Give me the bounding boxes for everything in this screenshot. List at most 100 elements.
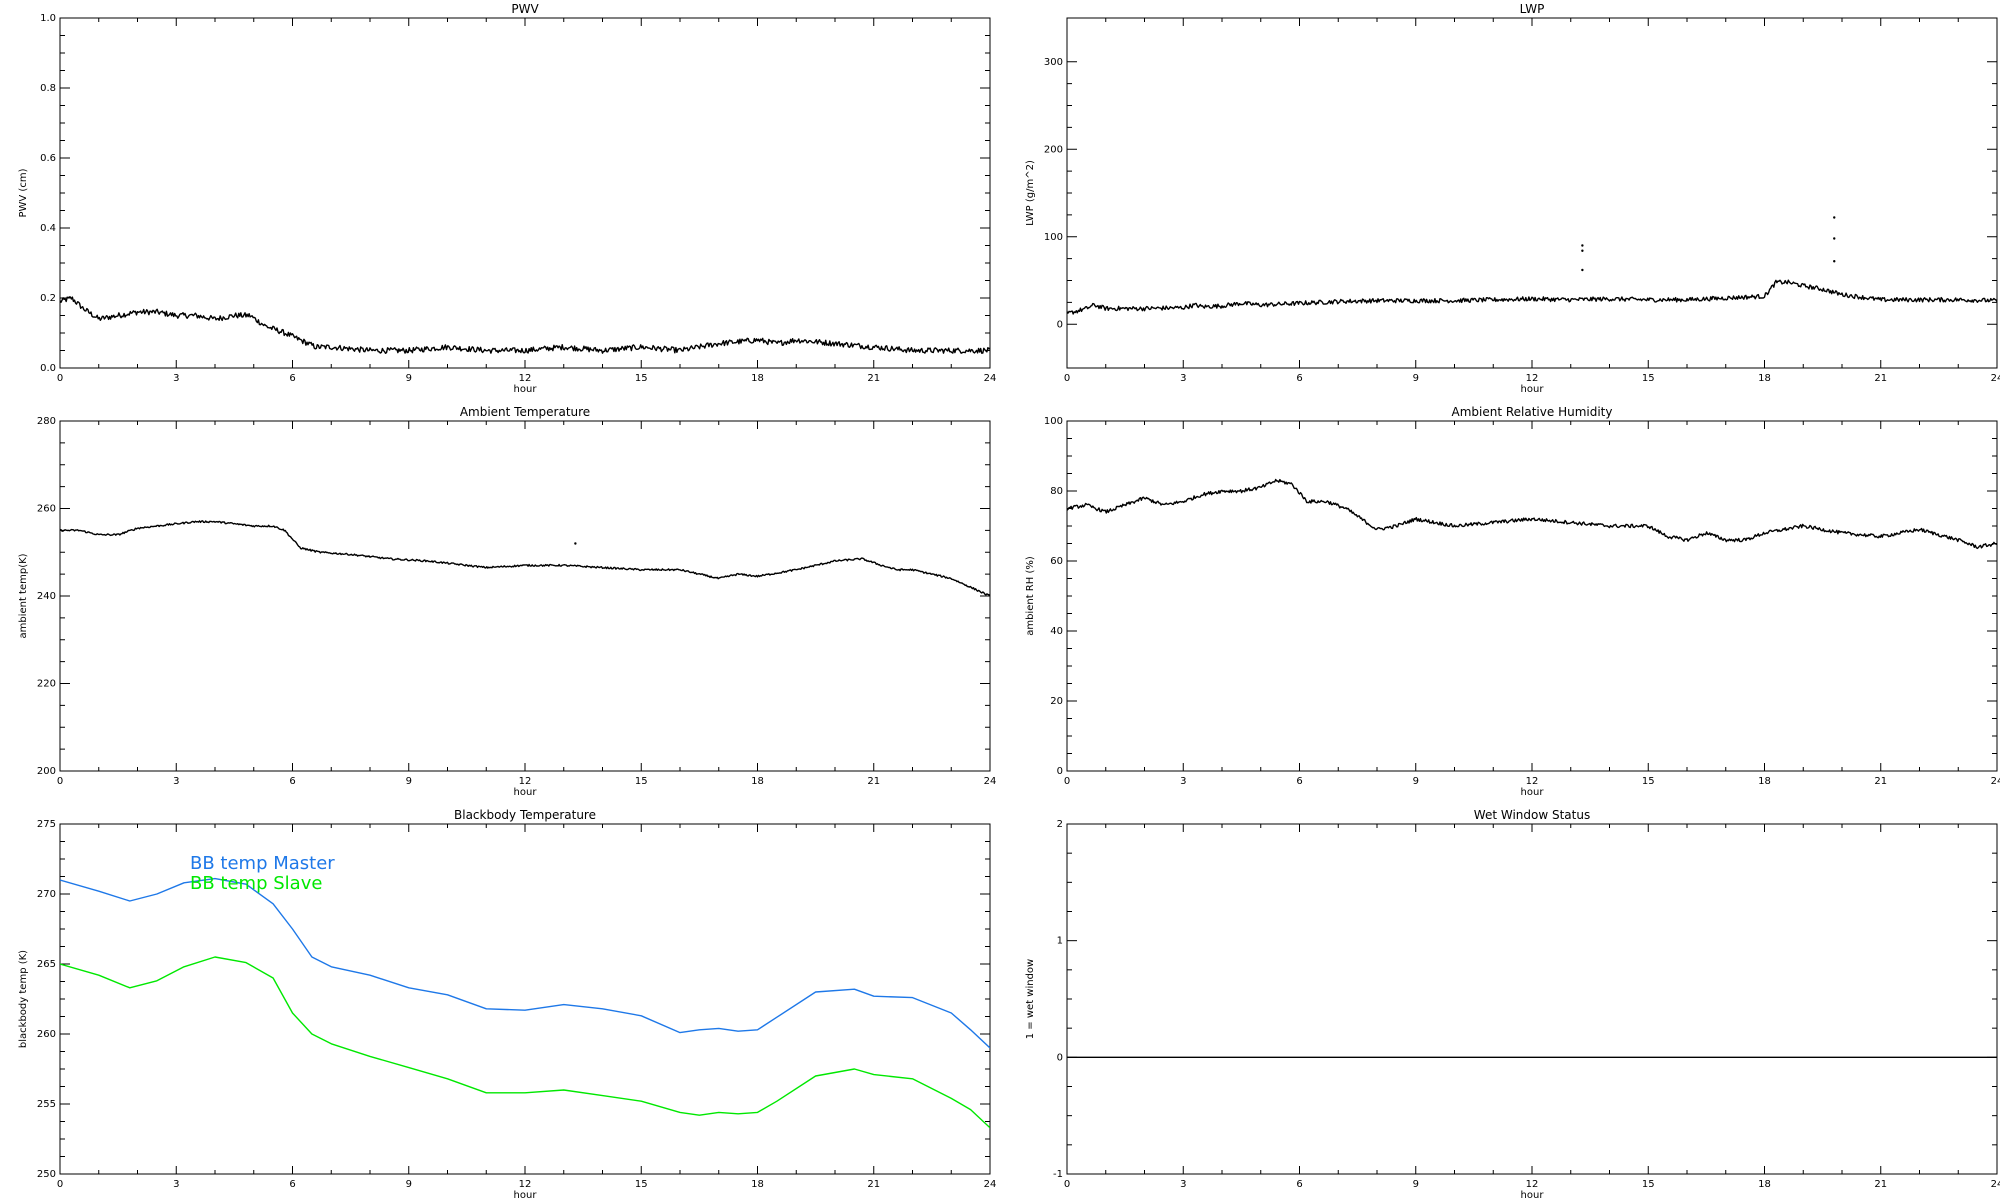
x-tick-label: 18 bbox=[751, 373, 764, 384]
x-axis-label: hour bbox=[514, 384, 538, 395]
y-tick-label: 255 bbox=[37, 1099, 56, 1110]
y-tick-label: 300 bbox=[1044, 57, 1063, 68]
y-tick-label: 280 bbox=[37, 416, 56, 427]
x-axis-label: hour bbox=[1521, 787, 1545, 798]
series-line bbox=[60, 296, 990, 354]
x-tick-label: 12 bbox=[519, 373, 532, 384]
outlier-point bbox=[1833, 260, 1836, 263]
y-tick-label: -1 bbox=[1053, 1169, 1063, 1180]
legend-entry: BB temp Slave bbox=[190, 873, 322, 894]
chart-title: PWV bbox=[511, 2, 539, 16]
y-tick-label: 0.0 bbox=[40, 363, 56, 374]
chart-title: LWP bbox=[1520, 2, 1545, 16]
x-tick-label: 21 bbox=[1874, 1179, 1887, 1190]
x-tick-label: 12 bbox=[1526, 373, 1539, 384]
plot-frame bbox=[1066, 17, 1998, 369]
x-tick-label: 24 bbox=[1991, 776, 2000, 787]
x-tick-label: 24 bbox=[984, 1179, 997, 1190]
y-tick-label: 265 bbox=[37, 959, 56, 970]
x-tick-label: 3 bbox=[1180, 373, 1186, 384]
series-line bbox=[1067, 478, 1997, 550]
x-tick-label: 6 bbox=[289, 373, 295, 384]
x-tick-label: 3 bbox=[1180, 776, 1186, 787]
x-tick-label: 0 bbox=[57, 373, 63, 384]
x-tick-label: 9 bbox=[1413, 373, 1419, 384]
y-tick-label: 0.4 bbox=[40, 223, 56, 234]
y-tick-label: 220 bbox=[37, 679, 56, 690]
x-axis-label: hour bbox=[514, 787, 538, 798]
y-tick-label: 100 bbox=[1044, 232, 1063, 243]
outlier-point bbox=[1581, 268, 1584, 272]
x-tick-label: 9 bbox=[1413, 1179, 1419, 1190]
x-tick-label: 12 bbox=[519, 1179, 532, 1190]
plot-frame bbox=[1066, 823, 1998, 1175]
y-tick-label: 0 bbox=[1057, 766, 1063, 777]
x-axis-label: hour bbox=[514, 1190, 538, 1200]
y-tick-label: 1 bbox=[1057, 936, 1063, 947]
x-tick-label: 3 bbox=[173, 373, 179, 384]
chart-title: Ambient Temperature bbox=[460, 405, 590, 419]
x-tick-label: 12 bbox=[1526, 1179, 1539, 1190]
plot-frame bbox=[59, 420, 991, 772]
x-tick-label: 6 bbox=[289, 776, 295, 787]
series-line-bb-temp-slave bbox=[60, 956, 990, 1129]
y-axis-label: ambient temp(K) bbox=[18, 553, 29, 638]
y-tick-label: 0 bbox=[1057, 1052, 1063, 1063]
series-line bbox=[1067, 279, 1997, 315]
x-tick-label: 24 bbox=[1991, 373, 2000, 384]
chart-title: Blackbody Temperature bbox=[454, 808, 596, 822]
y-tick-label: 40 bbox=[1050, 626, 1063, 637]
y-tick-label: 0 bbox=[1057, 319, 1063, 330]
x-tick-label: 9 bbox=[406, 1179, 412, 1190]
y-tick-label: 240 bbox=[37, 591, 56, 602]
x-axis-label: hour bbox=[1521, 1190, 1545, 1200]
y-tick-label: 60 bbox=[1050, 556, 1063, 567]
x-tick-label: 21 bbox=[1874, 776, 1887, 787]
x-tick-label: 3 bbox=[173, 776, 179, 787]
chart-title: Wet Window Status bbox=[1474, 808, 1590, 822]
x-tick-label: 6 bbox=[1296, 776, 1302, 787]
chart-panel-ambient-rh: Ambient Relative Humidity 0 3 6 9 12 15 18 21 24 h… bbox=[1025, 405, 2000, 798]
x-tick-label: 9 bbox=[406, 776, 412, 787]
x-tick-label: 18 bbox=[1758, 1179, 1771, 1190]
x-tick-label: 0 bbox=[57, 776, 63, 787]
chart-panel-lwp: LWP 0 3 6 9 12 15 18 21 24 hour 0 100 200 300 LWP (g/m^… bbox=[1025, 2, 2000, 395]
x-tick-label: 18 bbox=[751, 1179, 764, 1190]
x-tick-label: 0 bbox=[57, 1179, 63, 1190]
x-tick-label: 21 bbox=[867, 373, 880, 384]
y-tick-label: 270 bbox=[37, 889, 56, 900]
plot-frame bbox=[59, 17, 991, 369]
y-tick-label: 250 bbox=[37, 1169, 56, 1180]
y-axis-label: LWP (g/m^2) bbox=[1025, 160, 1036, 226]
y-axis-label: PWV (cm) bbox=[18, 168, 29, 217]
y-tick-label: 1.0 bbox=[40, 13, 56, 24]
legend-entry: BB temp Master bbox=[190, 853, 335, 874]
x-axis-label: hour bbox=[1521, 384, 1545, 395]
x-tick-label: 0 bbox=[1064, 776, 1070, 787]
x-tick-label: 12 bbox=[519, 776, 532, 787]
y-axis-label: ambient RH (%) bbox=[1025, 556, 1036, 636]
chart-title: Ambient Relative Humidity bbox=[1452, 405, 1613, 419]
x-tick-label: 15 bbox=[635, 1179, 648, 1190]
y-tick-label: 260 bbox=[37, 1029, 56, 1040]
y-tick-label: 200 bbox=[37, 766, 56, 777]
x-tick-label: 3 bbox=[1180, 1179, 1186, 1190]
x-tick-label: 21 bbox=[867, 776, 880, 787]
chart-panel-blackbody-temp: Blackbody Temperature 0 3 6 9 12 15 18 21 24 hour 2… bbox=[18, 808, 996, 1200]
x-tick-label: 24 bbox=[984, 776, 997, 787]
x-tick-label: 12 bbox=[1526, 776, 1539, 787]
x-tick-label: 3 bbox=[173, 1179, 179, 1190]
y-tick-label: 275 bbox=[37, 819, 56, 830]
x-tick-label: 15 bbox=[635, 373, 648, 384]
series-line-bb-temp-master bbox=[60, 877, 990, 1049]
series-line bbox=[60, 520, 990, 596]
x-tick-label: 24 bbox=[1991, 1179, 2000, 1190]
x-tick-label: 21 bbox=[867, 1179, 880, 1190]
y-tick-label: 0.6 bbox=[40, 153, 56, 164]
x-tick-label: 9 bbox=[1413, 776, 1419, 787]
x-tick-label: 0 bbox=[1064, 1179, 1070, 1190]
y-tick-label: 100 bbox=[1044, 416, 1063, 427]
y-tick-label: 80 bbox=[1050, 486, 1063, 497]
x-tick-label: 15 bbox=[635, 776, 648, 787]
y-tick-label: 260 bbox=[37, 504, 56, 515]
